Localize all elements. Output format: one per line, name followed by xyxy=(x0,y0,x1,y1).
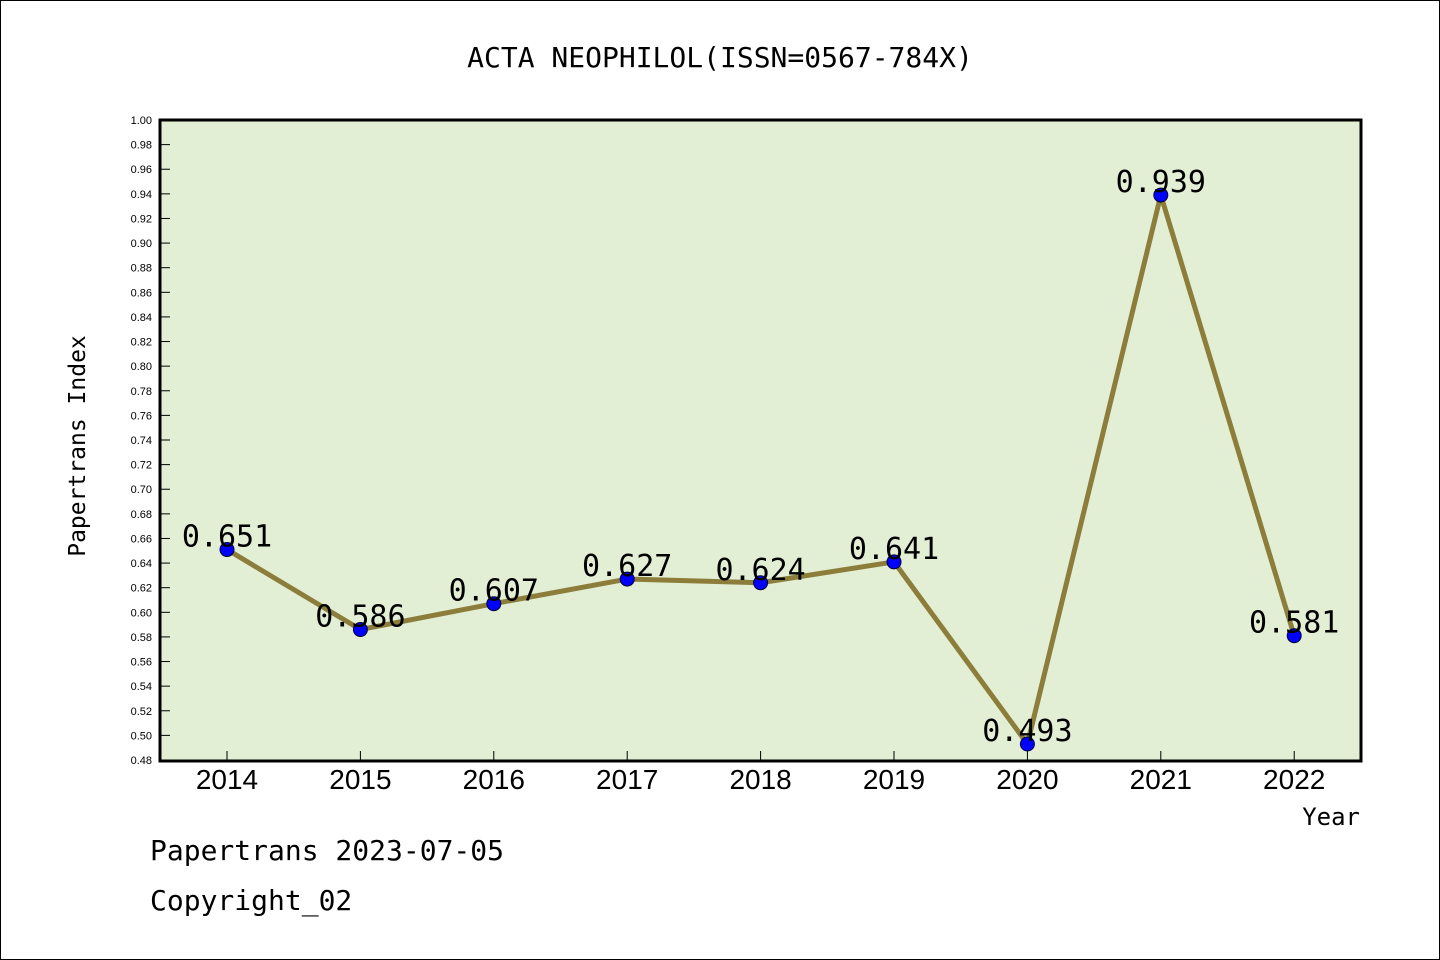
y-tick-label: 0.84 xyxy=(131,312,152,324)
data-label: 0.651 xyxy=(182,520,272,555)
data-label: 0.641 xyxy=(849,532,939,567)
data-point xyxy=(219,542,235,558)
y-tick-label: 0.80 xyxy=(131,361,152,373)
x-tick-label: 2015 xyxy=(329,764,391,795)
series-markers xyxy=(219,187,1302,752)
x-axis-label: Year xyxy=(1302,803,1360,831)
y-tick-label: 0.48 xyxy=(131,755,152,767)
y-tick-label: 0.90 xyxy=(131,238,152,250)
y-axis-label: Papertrans Index xyxy=(65,335,91,557)
x-tick-label: 2014 xyxy=(196,764,258,795)
x-tick-label: 2018 xyxy=(729,764,791,795)
data-point xyxy=(352,622,368,638)
y-tick-label: 0.50 xyxy=(131,730,152,742)
x-tick-label: 2021 xyxy=(1130,764,1192,795)
data-point xyxy=(619,571,635,587)
y-tick-label: 0.96 xyxy=(131,164,152,176)
x-tick-label: 2022 xyxy=(1263,764,1325,795)
y-tick-label: 0.58 xyxy=(131,632,152,644)
plot-area xyxy=(158,118,1363,763)
y-tick-label: 0.94 xyxy=(131,189,152,201)
data-label: 0.939 xyxy=(1116,165,1206,200)
y-tick-label: 0.52 xyxy=(131,706,152,718)
data-labels: 0.651 0.586 0.607 0.627 0.624 0.641 0.493 0.939… xyxy=(182,165,1340,749)
chart-title: ACTA NEOPHILOL(ISSN=0567-784X) xyxy=(467,41,973,74)
data-point xyxy=(753,575,769,591)
y-tick-label: 0.88 xyxy=(131,263,152,275)
data-point xyxy=(486,596,502,612)
y-tick-label: 0.70 xyxy=(131,484,152,496)
y-tick-label: 0.62 xyxy=(131,583,152,595)
y-tick-label: 0.86 xyxy=(131,287,152,299)
y-tick-label: 0.76 xyxy=(131,410,152,422)
y-tick-label: 0.60 xyxy=(131,607,152,619)
y-axis-ticks: 0.48 0.50 0.52 0.54 0.56 0.58 0.60 0.62 0.64 0.66… xyxy=(131,115,170,767)
footer-date: Papertrans 2023-07-05 xyxy=(150,834,505,867)
data-label: 0.627 xyxy=(582,549,672,584)
x-tick-label: 2019 xyxy=(863,764,925,795)
data-label: 0.581 xyxy=(1249,606,1339,641)
y-tick-label: 0.78 xyxy=(131,386,152,398)
footer-copyright: Copyright_02 xyxy=(150,884,353,917)
y-tick-label: 0.56 xyxy=(131,657,152,669)
x-axis-ticks: 2014 2015 2016 2017 2018 2019 2020 2021 2022 xyxy=(196,751,1325,795)
data-point xyxy=(1019,736,1035,752)
y-tick-label: 0.72 xyxy=(131,460,152,472)
y-tick-label: 0.66 xyxy=(131,533,152,545)
y-tick-label: 0.92 xyxy=(131,213,152,225)
y-tick-label: 0.68 xyxy=(131,509,152,521)
data-label: 0.607 xyxy=(449,574,539,609)
data-label: 0.624 xyxy=(715,553,805,588)
x-tick-label: 2016 xyxy=(463,764,525,795)
data-point xyxy=(1286,628,1302,644)
data-label: 0.586 xyxy=(315,600,405,635)
data-point xyxy=(1153,187,1169,203)
y-tick-label: 1.00 xyxy=(131,115,152,127)
y-tick-label: 0.82 xyxy=(131,337,152,349)
y-tick-label: 0.64 xyxy=(131,558,152,570)
x-tick-label: 2017 xyxy=(596,764,658,795)
data-point xyxy=(886,554,902,570)
data-label: 0.493 xyxy=(982,714,1072,749)
y-tick-label: 0.74 xyxy=(131,435,152,447)
y-tick-label: 0.98 xyxy=(131,140,152,152)
y-tick-label: 0.54 xyxy=(131,681,152,693)
x-tick-label: 2020 xyxy=(996,764,1058,795)
